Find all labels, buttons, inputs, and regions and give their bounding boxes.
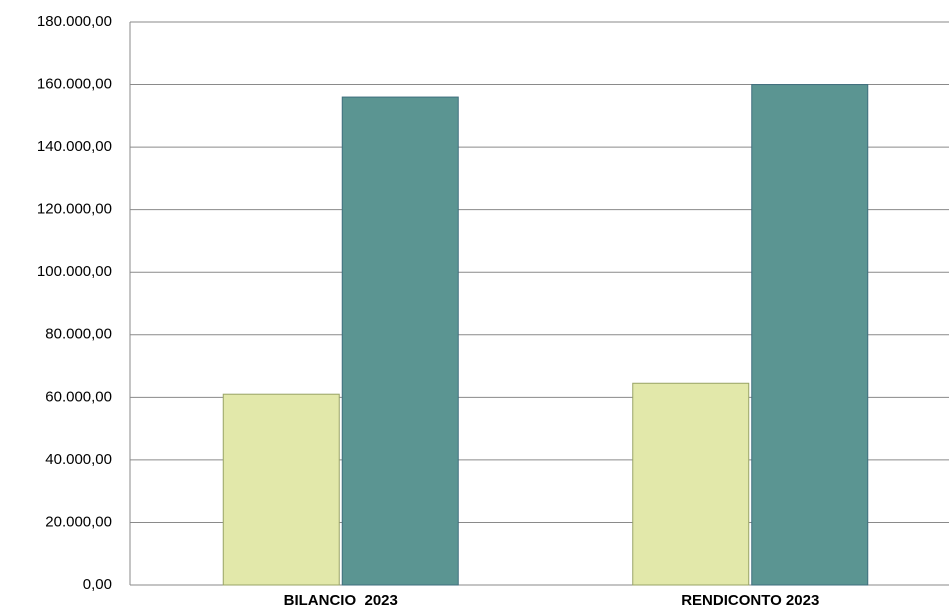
bar [222,393,340,586]
y-tick-label: 60.000,00 [45,388,112,405]
bar [632,382,750,586]
y-tick-label: 180.000,00 [37,13,112,30]
y-tick-label: 20.000,00 [45,513,112,530]
y-tick-label: 100.000,00 [37,263,112,280]
y-tick-label: 40.000,00 [45,451,112,468]
bar [751,84,869,586]
y-tick-label: 160.000,00 [37,76,112,93]
y-tick-label: 80.000,00 [45,326,112,343]
y-tick-label: 140.000,00 [37,138,112,155]
bar [341,96,459,586]
x-tick-label: BILANCIO 2023 [284,592,398,609]
y-tick-label: 0,00 [83,576,112,593]
x-tick-label: RENDICONTO 2023 [681,592,819,609]
y-tick-label: 120.000,00 [37,201,112,218]
